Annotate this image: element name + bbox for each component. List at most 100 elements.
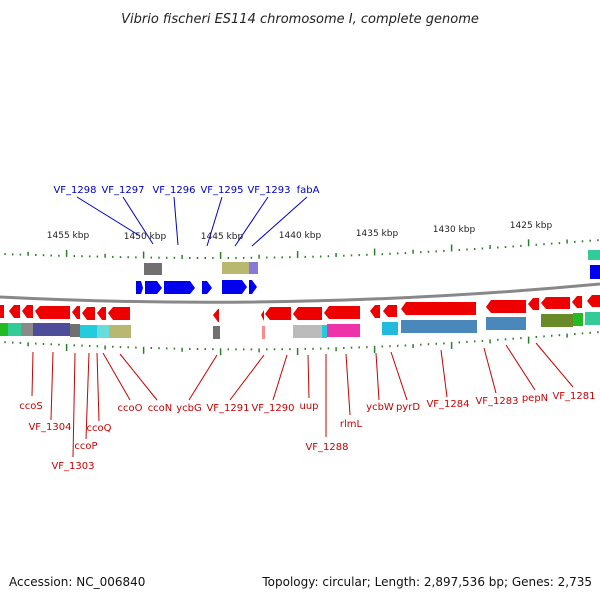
cog-track-forward [144, 250, 600, 275]
leader-line [505, 344, 536, 391]
gene-label-vf1298: VF_1298 [53, 185, 96, 196]
cog-block [97, 325, 109, 338]
gene-arrow-reverse [370, 305, 380, 318]
gene-label-ccos: ccoS [19, 401, 42, 412]
leader-line [375, 352, 380, 401]
cog-block [541, 314, 573, 327]
gene-label-ycbw: ycbW [366, 402, 394, 413]
gene-label-vf1281: VF_1281 [552, 391, 595, 402]
leader-line [234, 196, 269, 247]
cog-block [327, 324, 360, 337]
gene-label-vf1295: VF_1295 [200, 185, 243, 196]
gene-arrow-forward [202, 281, 212, 294]
cog-block [213, 326, 220, 339]
gene-label-vf1293: VF_1293 [247, 185, 290, 196]
cog-block [573, 313, 583, 326]
gene-arrow-forward [590, 265, 600, 279]
leader-line [535, 342, 574, 388]
gene-label-pyrd: pyrD [396, 402, 420, 413]
cog-block [8, 323, 21, 336]
gene-label-ccon: ccoN [148, 403, 173, 414]
leader-line [229, 354, 265, 401]
gene-arrow-reverse [9, 305, 20, 318]
gene-arrow-forward [249, 280, 257, 294]
leader-line [272, 354, 288, 401]
leader-line [85, 352, 90, 440]
leader-line [72, 352, 76, 458]
gene-label-uup: uup [299, 401, 318, 412]
gene-arrow-forward [164, 281, 195, 294]
gene-arrow-forward [222, 280, 247, 294]
leader-line [251, 196, 308, 247]
gene-arrow-forward [136, 281, 143, 294]
gene-label-vf1297: VF_1297 [101, 185, 144, 196]
reverse-gene-labels [31, 342, 574, 458]
chromosome-backbone [0, 282, 600, 304]
cog-block [486, 317, 526, 330]
gene-arrow-reverse [486, 300, 526, 313]
gene-label-vf1303: VF_1303 [51, 461, 94, 472]
cog-block [80, 325, 97, 338]
accession-label: Accession: NC_006840 [9, 575, 146, 589]
cog-block [585, 312, 600, 325]
ruler-label-1455: 1455 kbp [47, 231, 90, 241]
gene-label-vf1290: VF_1290 [251, 403, 294, 414]
cog-block [70, 324, 80, 337]
gene-arrow-reverse [0, 305, 4, 318]
gene-label-ccoo: ccoO [118, 403, 143, 414]
ruler-label-1425: 1425 kbp [510, 221, 553, 231]
leader-line [390, 351, 408, 401]
cog-block [222, 262, 249, 274]
gene-arrow-reverse [97, 307, 106, 320]
gene-arrow-reverse [572, 296, 582, 308]
gene-arrow-reverse [293, 307, 322, 320]
cog-block [382, 322, 398, 335]
leader-line [173, 196, 179, 246]
gene-arrow-reverse [324, 306, 360, 319]
ruler-label-1445: 1445 kbp [201, 232, 244, 242]
gene-arrow-reverse [587, 295, 600, 307]
gene-label-vf1304: VF_1304 [28, 422, 71, 433]
map-title: Vibrio fischeri ES114 chromosome I, comp… [121, 12, 479, 27]
gene-arrow-reverse [108, 307, 130, 320]
leader-line [307, 354, 310, 399]
gene-label-vf1291: VF_1291 [206, 403, 249, 414]
gene-arrow-reverse [383, 305, 397, 317]
forward-strand-genes [136, 265, 600, 294]
leader-line [96, 352, 100, 422]
gene-arrow-reverse [72, 306, 80, 319]
gene-label-pepn: pepN [522, 393, 548, 404]
gene-arrow-reverse [213, 309, 219, 322]
cog-block [401, 320, 477, 333]
ruler-label-1450: 1450 kbp [124, 232, 167, 242]
cog-track-reverse [0, 312, 600, 339]
gene-arrow-forward [145, 281, 162, 294]
gene-arrow-reverse [261, 310, 264, 321]
cog-block [0, 323, 8, 336]
leader-line [483, 347, 497, 394]
cog-block [21, 323, 33, 336]
leader-line [119, 353, 158, 401]
cog-block [293, 325, 322, 338]
genome-summary: Topology: circular; Length: 2,897,536 bp… [262, 575, 592, 589]
gene-arrow-reverse [35, 306, 70, 319]
gene-label-vf1284: VF_1284 [426, 399, 469, 410]
forward-gene-labels [76, 196, 308, 247]
leader-line [31, 351, 34, 397]
gene-arrow-reverse [528, 298, 539, 310]
gene-arrow-reverse [265, 307, 291, 320]
cog-block [588, 250, 600, 260]
leader-line [345, 353, 351, 416]
leader-line [76, 196, 141, 237]
cog-block [262, 326, 265, 339]
gene-label-ccoq: ccoQ [87, 423, 112, 434]
scale-ruler-outer [4, 239, 599, 259]
cog-block [33, 323, 70, 336]
leader-line [440, 349, 448, 398]
cog-block [144, 263, 162, 275]
leader-line [188, 354, 218, 401]
leader-line [206, 196, 223, 247]
leader-line [102, 352, 131, 401]
ruler-label-1435: 1435 kbp [356, 229, 399, 239]
